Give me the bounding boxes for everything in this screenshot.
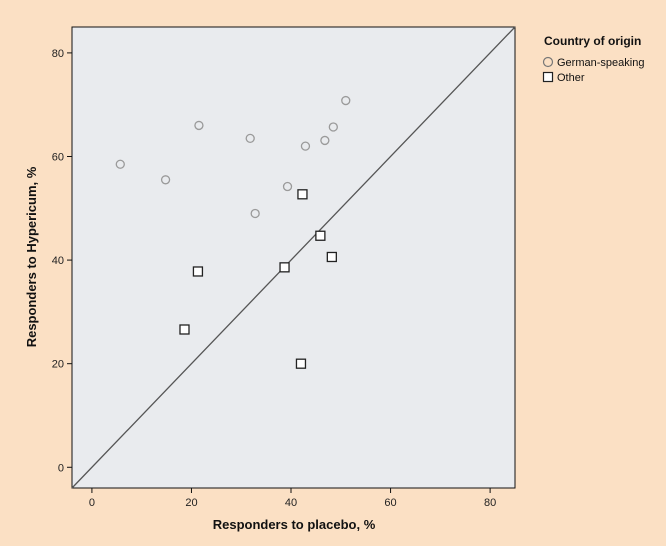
legend-title: Country of origin xyxy=(544,34,641,48)
y-tick-label: 80 xyxy=(52,48,64,60)
point-other xyxy=(296,359,305,368)
x-tick-label: 0 xyxy=(89,497,95,509)
point-other xyxy=(280,263,289,272)
y-tick-label: 20 xyxy=(52,359,64,371)
point-other xyxy=(180,325,189,334)
y-axis-title: Responders to Hypericum, % xyxy=(24,166,39,347)
point-other xyxy=(193,267,202,276)
y-tick-label: 40 xyxy=(52,255,64,267)
legend-label-other: Other xyxy=(557,72,585,84)
x-tick-label: 60 xyxy=(384,497,396,509)
x-tick-label: 80 xyxy=(484,497,496,509)
x-tick-label: 20 xyxy=(185,497,197,509)
point-other xyxy=(327,252,336,261)
legend-circle-marker xyxy=(544,58,553,67)
y-tick-label: 60 xyxy=(52,151,64,163)
point-other xyxy=(298,190,307,199)
legend: Country of origin German-speaking Other xyxy=(544,34,645,84)
legend-square-marker xyxy=(544,73,553,82)
x-axis-title: Responders to placebo, % xyxy=(213,517,376,532)
x-tick-label: 40 xyxy=(285,497,297,509)
y-tick-label: 0 xyxy=(58,462,64,474)
point-other xyxy=(316,231,325,240)
legend-label-german: German-speaking xyxy=(557,57,644,69)
